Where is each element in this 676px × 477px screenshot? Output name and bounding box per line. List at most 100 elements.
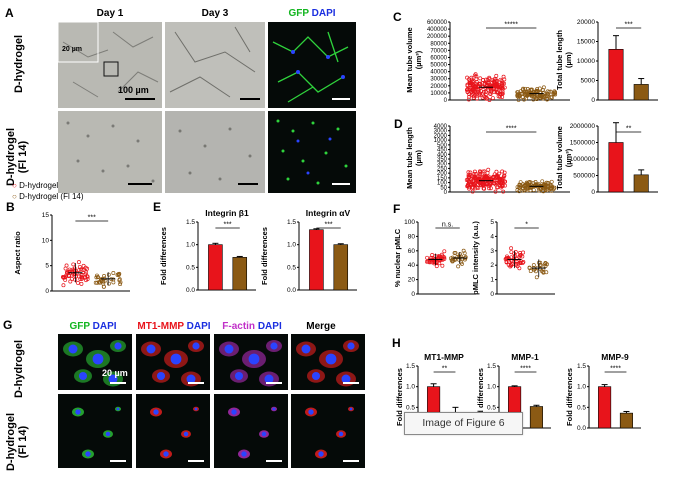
header-g-factin-dapi: F-actin DAPI (212, 321, 292, 332)
e1-chart-title: Integrin β1 (205, 208, 249, 218)
h1-significance-label: ** (442, 366, 448, 373)
nucleus (156, 371, 166, 381)
c2-y-tick-label: 20000 (577, 19, 595, 26)
f1-data-point (425, 255, 430, 260)
f2-data-point (506, 259, 511, 264)
f2-y-tick-label: 5 (490, 219, 494, 226)
c1-data-point (476, 83, 481, 88)
row-label-g-line1: D-hydrogel (5, 412, 17, 472)
c1-data-point (467, 81, 472, 85)
d2-bar (608, 142, 624, 193)
e1-y-tick-label: 1.0 (186, 242, 195, 249)
h3-chart-title: MMP-9 (601, 352, 629, 362)
d1-data-point (481, 186, 486, 191)
b-data-point (116, 272, 121, 277)
nucleus (153, 409, 159, 415)
nucleus (92, 353, 104, 365)
d1-data-point (493, 189, 498, 194)
b-data-point (78, 267, 83, 272)
nucleus (338, 431, 344, 437)
f2-data-point (533, 269, 538, 274)
c1-data-point (473, 93, 477, 97)
b-data-point (80, 267, 85, 272)
d1-data-point (500, 169, 505, 174)
c1-data-point (533, 89, 538, 94)
c1-data-point (484, 96, 489, 101)
d1-data-point (472, 169, 477, 174)
d2-y-axis-unit: (µm³) (564, 148, 573, 167)
d2-y-tick-label: 1500000 (570, 140, 596, 147)
d1-data-point (500, 184, 505, 189)
scale-bar-day3-row2 (238, 183, 258, 185)
label-g-factin: F-actin (222, 321, 256, 332)
c1-data-point (496, 87, 501, 92)
c1-data-point (493, 77, 498, 81)
h2-bar (529, 406, 543, 429)
f2-data-point (509, 246, 514, 251)
c1-data-point (523, 86, 527, 91)
nucleus (146, 344, 156, 354)
c2-y-tick-label: 0 (591, 97, 595, 104)
d1-data-point (494, 174, 499, 179)
f1-data-point (442, 249, 447, 254)
f2-data-point (518, 253, 523, 258)
f1-data-point (461, 248, 466, 253)
c1-data-point (537, 86, 542, 91)
b-data-point (76, 260, 81, 265)
c1-data-point (479, 89, 483, 94)
scale-label-inset: 20 µm (62, 46, 82, 53)
label-gfp: GFP (288, 8, 309, 19)
f1-data-point (452, 251, 457, 255)
nucleus (105, 431, 111, 437)
d1-y-tick-label: 50 (440, 185, 447, 191)
d2-y-tick-label: 0 (591, 189, 595, 196)
b-y-axis-label: Aspect ratio (13, 231, 22, 275)
nucleus (231, 409, 237, 415)
c1-data-point (552, 89, 557, 94)
c1-data-point (488, 92, 493, 96)
brightfield-texture (178, 127, 252, 181)
c1-data-point (496, 94, 501, 99)
c1-data-point (465, 87, 470, 92)
e2-y-tick-label: 0.0 (287, 287, 296, 294)
nucleus (241, 451, 247, 457)
d1-data-point (487, 186, 492, 191)
e1-bar (232, 257, 248, 291)
scale-bar-g (266, 382, 282, 384)
row-label-dhydrogel-fl14-g: D-hydrogel (Fl 14) (5, 407, 29, 477)
d2-y-tick-label: 500000 (573, 173, 595, 180)
c1-data-point (484, 96, 489, 101)
h2-y-tick-label: 0.5 (487, 404, 496, 411)
h1-y-tick-label: 0.5 (406, 404, 415, 411)
c1-data-point (500, 89, 505, 94)
h1-y-tick-label: 1.5 (406, 363, 415, 370)
h3-y-tick-label: 1.5 (577, 363, 586, 370)
b-data-point (71, 262, 76, 267)
c1-data-point (517, 94, 522, 99)
e2-y-tick-label: 1.0 (287, 242, 296, 249)
c1-data-point (500, 91, 505, 96)
c1-data-point (531, 97, 536, 102)
d1-y-tick-label: 1000 (434, 138, 448, 144)
panel-label-b: B (6, 200, 15, 214)
d1-data-point (517, 189, 522, 194)
e2-bar (309, 229, 324, 291)
c1-data-point (544, 93, 549, 98)
b-data-point (85, 274, 90, 279)
scale-bar-main (125, 98, 155, 100)
f1-data-point (436, 254, 441, 259)
f2-data-point (534, 275, 539, 280)
d1-y-tick-label: 450 (437, 148, 448, 154)
b-data-point (102, 274, 107, 278)
brightfield-day1-row1 (58, 22, 162, 108)
nucleus (347, 342, 355, 350)
h3-y-tick-label: 1.0 (577, 384, 586, 391)
b-data-point (101, 284, 106, 289)
e1-y-axis-label: Fold differences (159, 227, 168, 285)
c2-bar (608, 48, 624, 101)
c1-y-tick-label: 50000 (430, 63, 447, 69)
b-data-point (96, 275, 100, 280)
scale-bar-day1-row2 (128, 183, 152, 185)
b-y-tick-label: 5 (45, 263, 49, 270)
d1-y-tick-label: 150 (437, 176, 448, 182)
